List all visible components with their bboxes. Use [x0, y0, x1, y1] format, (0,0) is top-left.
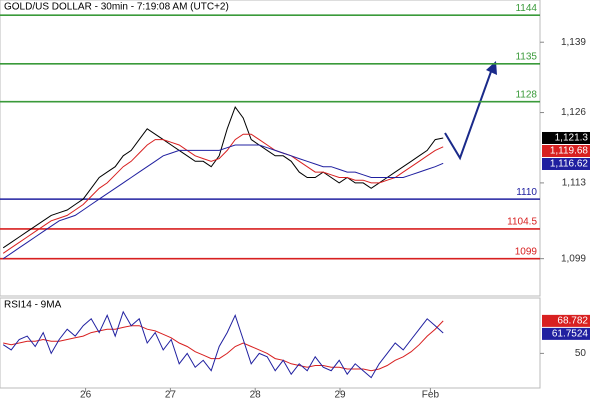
forecast-arrow	[444, 65, 494, 161]
level-label: 1128	[515, 89, 537, 100]
x-tick-label: 27	[165, 390, 177, 400]
price-label-box	[542, 327, 590, 340]
level-label: 1135	[515, 51, 537, 62]
y-tick-label: 1,113	[562, 178, 587, 189]
level-label: 1110	[516, 187, 537, 198]
price-label-box	[542, 144, 590, 157]
price-label: 1,119.68	[550, 146, 589, 157]
x-tick-label: 29	[334, 390, 346, 400]
level-label: 1099	[515, 246, 538, 257]
y-tick-label: 50	[575, 348, 587, 359]
price-panel	[0, 0, 541, 297]
series-line	[2, 310, 444, 379]
price-label-box	[542, 131, 590, 144]
price-label: 1,116.62	[550, 159, 589, 170]
y-tick-label: 1,099	[561, 253, 586, 264]
rsi-title: RSI14 - 9MA	[4, 300, 62, 311]
y-tick-label: 1,126	[561, 107, 586, 118]
series-line	[3, 320, 444, 372]
price-label-box	[542, 157, 590, 170]
rsi-panel	[0, 297, 541, 389]
y-tick-label: 1,139	[561, 37, 586, 48]
price-label-box	[542, 314, 590, 327]
level-label: 1104.5	[507, 217, 537, 228]
x-tick-label: 26	[80, 390, 92, 400]
price-label: 68.782	[557, 316, 588, 327]
x-tick-label: 28	[250, 390, 262, 400]
series-line	[2, 133, 444, 254]
x-tick-label: Feb	[422, 390, 440, 400]
price-label: 61.7524	[552, 329, 589, 340]
series-line	[2, 106, 444, 249]
series-line	[2, 144, 444, 260]
price-label: 1,121.3	[555, 133, 589, 144]
chart-title: GOLD/US DOLLAR - 30min - 7:19:08 AM (UTC…	[4, 2, 229, 13]
level-label: 1144	[515, 3, 537, 14]
